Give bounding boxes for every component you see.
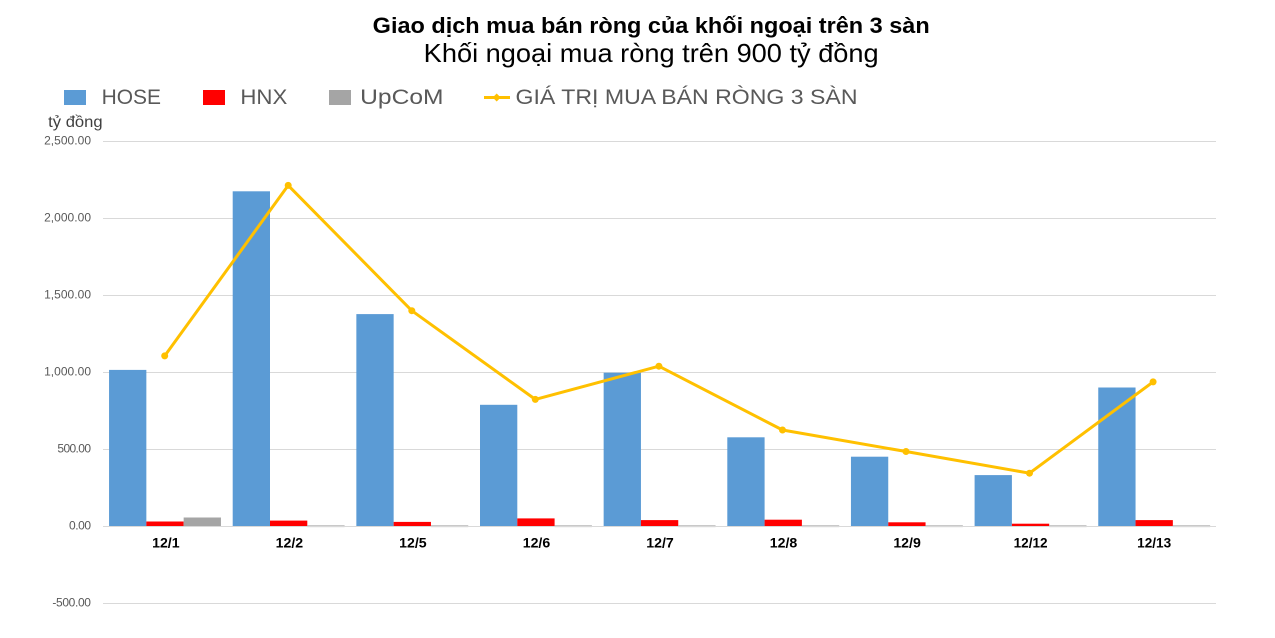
svg-text:12/2: 12/2 — [276, 535, 304, 551]
svg-text:UpCoM: UpCoM — [360, 86, 443, 109]
svg-text:12/5: 12/5 — [399, 535, 427, 551]
svg-text:12/13: 12/13 — [1137, 535, 1171, 551]
svg-text:1,000.00: 1,000.00 — [44, 365, 91, 379]
svg-text:-500.00: -500.00 — [52, 596, 91, 610]
svg-text:0.00: 0.00 — [69, 519, 91, 533]
svg-text:12/7: 12/7 — [646, 535, 674, 551]
svg-text:2,500.00: 2,500.00 — [44, 134, 91, 148]
svg-text:12/12: 12/12 — [1014, 535, 1048, 551]
svg-text:12/9: 12/9 — [893, 535, 921, 551]
svg-text:GIÁ TRỊ MUA BÁN RÒNG 3 SÀN: GIÁ TRỊ MUA BÁN RÒNG 3 SÀN — [516, 86, 858, 109]
svg-text:HOSE: HOSE — [102, 86, 161, 109]
svg-text:12/1: 12/1 — [152, 535, 180, 551]
svg-text:2,000.00: 2,000.00 — [44, 211, 91, 225]
svg-text:HNX: HNX — [240, 86, 287, 109]
svg-text:tỷ đồng: tỷ đồng — [48, 114, 102, 131]
svg-text:Giao dịch mua bán ròng của khố: Giao dịch mua bán ròng của khối ngoại tr… — [373, 13, 930, 38]
svg-text:500.00: 500.00 — [57, 442, 91, 456]
svg-text:1,500.00: 1,500.00 — [44, 288, 91, 302]
svg-text:12/6: 12/6 — [523, 535, 551, 551]
svg-text:Khối ngoại mua ròng trên 900 t: Khối ngoại mua ròng trên 900 tỷ đồng — [424, 38, 879, 68]
svg-text:12/8: 12/8 — [770, 535, 798, 551]
